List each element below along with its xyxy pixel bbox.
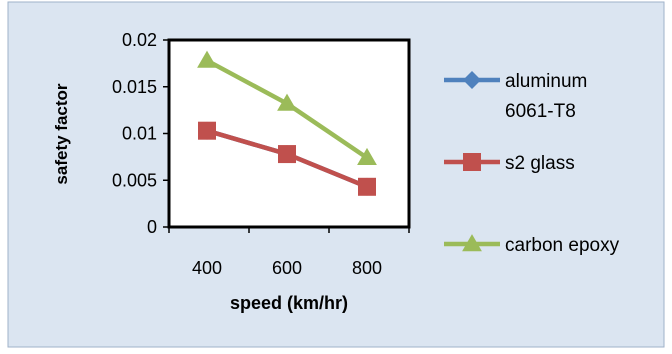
legend-item: aluminum 6061-T8 — [444, 71, 587, 122]
x-tick-label: 600 — [272, 258, 302, 278]
series-s2-glass — [198, 121, 376, 196]
legend-marker — [463, 71, 481, 89]
series-layer — [197, 50, 377, 196]
x-tick-label: 400 — [192, 258, 222, 278]
x-axis-ticks: 400 600 800 — [168, 227, 410, 278]
legend: aluminum 6061-T8 s2 glass carbon epoxy — [444, 71, 620, 256]
y-tick-label: 0.01 — [122, 124, 157, 144]
legend-item: s2 glass — [444, 153, 575, 174]
data-point — [278, 145, 296, 164]
data-point — [197, 50, 217, 68]
legend-label: s2 glass — [505, 153, 575, 174]
y-axis-label: safety factor — [52, 83, 71, 184]
data-point — [277, 93, 297, 111]
legend-label: carbon epoxy — [505, 235, 620, 256]
x-axis-label: speed (km/hr) — [230, 293, 348, 313]
legend-item: carbon epoxy — [444, 234, 620, 256]
data-point — [357, 147, 377, 166]
data-point — [198, 121, 216, 140]
y-tick-label: 0.02 — [122, 30, 157, 50]
series-carbon-epoxy — [197, 50, 377, 166]
y-tick-label: 0 — [147, 217, 157, 237]
legend-marker — [463, 153, 481, 171]
y-axis-ticks: 0 0.005 0.01 0.015 0.02 — [112, 30, 169, 237]
data-point — [358, 177, 376, 196]
legend-label: 6061-T8 — [505, 101, 576, 122]
y-tick-label: 0.015 — [112, 77, 157, 97]
legend-label: aluminum — [505, 71, 587, 92]
x-tick-label: 800 — [352, 258, 382, 278]
legend-marker — [462, 234, 482, 252]
y-tick-label: 0.005 — [112, 170, 157, 190]
